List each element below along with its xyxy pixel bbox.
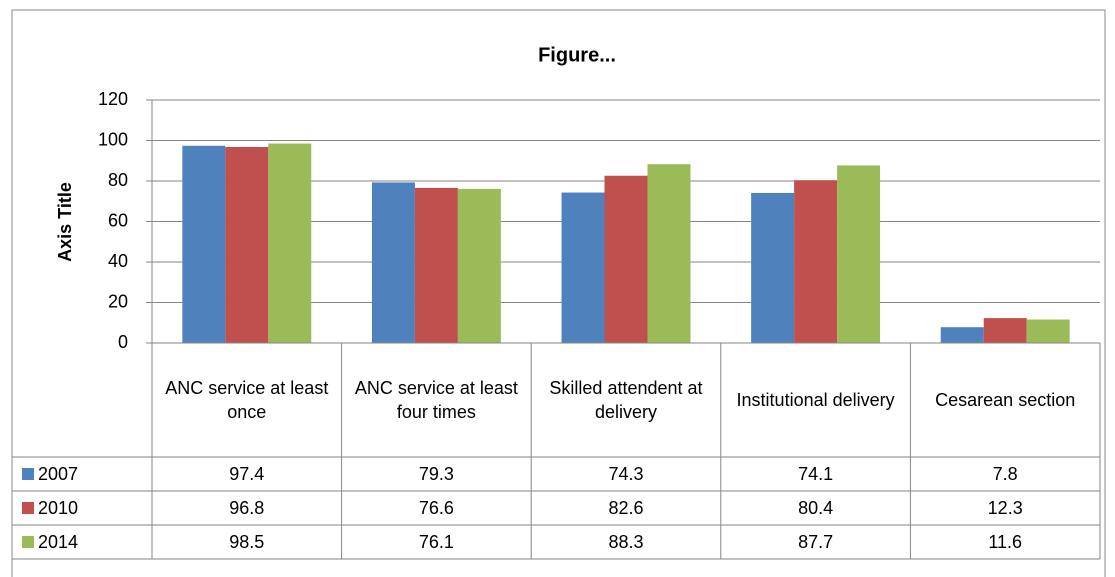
- legend-label: 2007: [38, 464, 78, 484]
- table-value: 11.6: [988, 532, 1022, 552]
- bar: [457, 188, 501, 343]
- bar: [940, 327, 984, 343]
- bar: [794, 180, 838, 343]
- bar: [268, 143, 312, 343]
- y-tick-label: 0: [118, 332, 128, 352]
- table-value: 74.1: [798, 464, 833, 484]
- bar: [751, 192, 795, 343]
- category-label: Institutional delivery: [736, 390, 895, 410]
- bar: [837, 165, 881, 343]
- bar: [182, 145, 226, 343]
- category-label: ANC service at least once: [165, 378, 329, 422]
- chart-title: Figure...: [538, 44, 616, 66]
- table-value: 80.4: [798, 498, 833, 518]
- legend-key: [22, 502, 34, 514]
- bar: [371, 182, 415, 343]
- table-value: 76.1: [419, 532, 454, 552]
- legend-key: [22, 536, 34, 548]
- category-label: Cesarean section: [935, 390, 1076, 410]
- table-value: 98.5: [229, 532, 264, 552]
- table-value: 96.8: [229, 498, 264, 518]
- y-tick-label: 60: [108, 210, 128, 230]
- y-tick-label: 80: [108, 170, 128, 190]
- bar: [647, 164, 691, 343]
- category-label: Skilled attendent at delivery: [549, 378, 703, 422]
- table-value: 97.4: [229, 464, 264, 484]
- y-tick-label: 20: [108, 291, 128, 311]
- bar: [561, 192, 605, 343]
- bar: [983, 318, 1027, 343]
- table-value: 7.8: [993, 464, 1018, 484]
- table-value: 12.3: [988, 498, 1023, 518]
- y-tick-label: 40: [108, 251, 128, 271]
- table-value: 82.6: [608, 498, 643, 518]
- chart-border: [11, 9, 1106, 577]
- bar: [225, 146, 269, 343]
- bar: [414, 187, 458, 343]
- legend-label: 2014: [38, 532, 78, 552]
- table-value: 87.7: [798, 532, 833, 552]
- y-tick-label: 100: [98, 129, 128, 149]
- legend-key: [22, 468, 34, 480]
- y-axis-title: Axis Title: [55, 182, 75, 262]
- legend-label: 2010: [38, 498, 78, 518]
- table-value: 79.3: [419, 464, 454, 484]
- bar: [604, 175, 648, 343]
- bar: [1026, 319, 1070, 343]
- table-value: 76.6: [419, 498, 454, 518]
- category-label: ANC service at least four times: [354, 378, 518, 422]
- y-tick-label: 120: [98, 89, 128, 109]
- table-value: 88.3: [608, 532, 643, 552]
- table-value: 74.3: [608, 464, 643, 484]
